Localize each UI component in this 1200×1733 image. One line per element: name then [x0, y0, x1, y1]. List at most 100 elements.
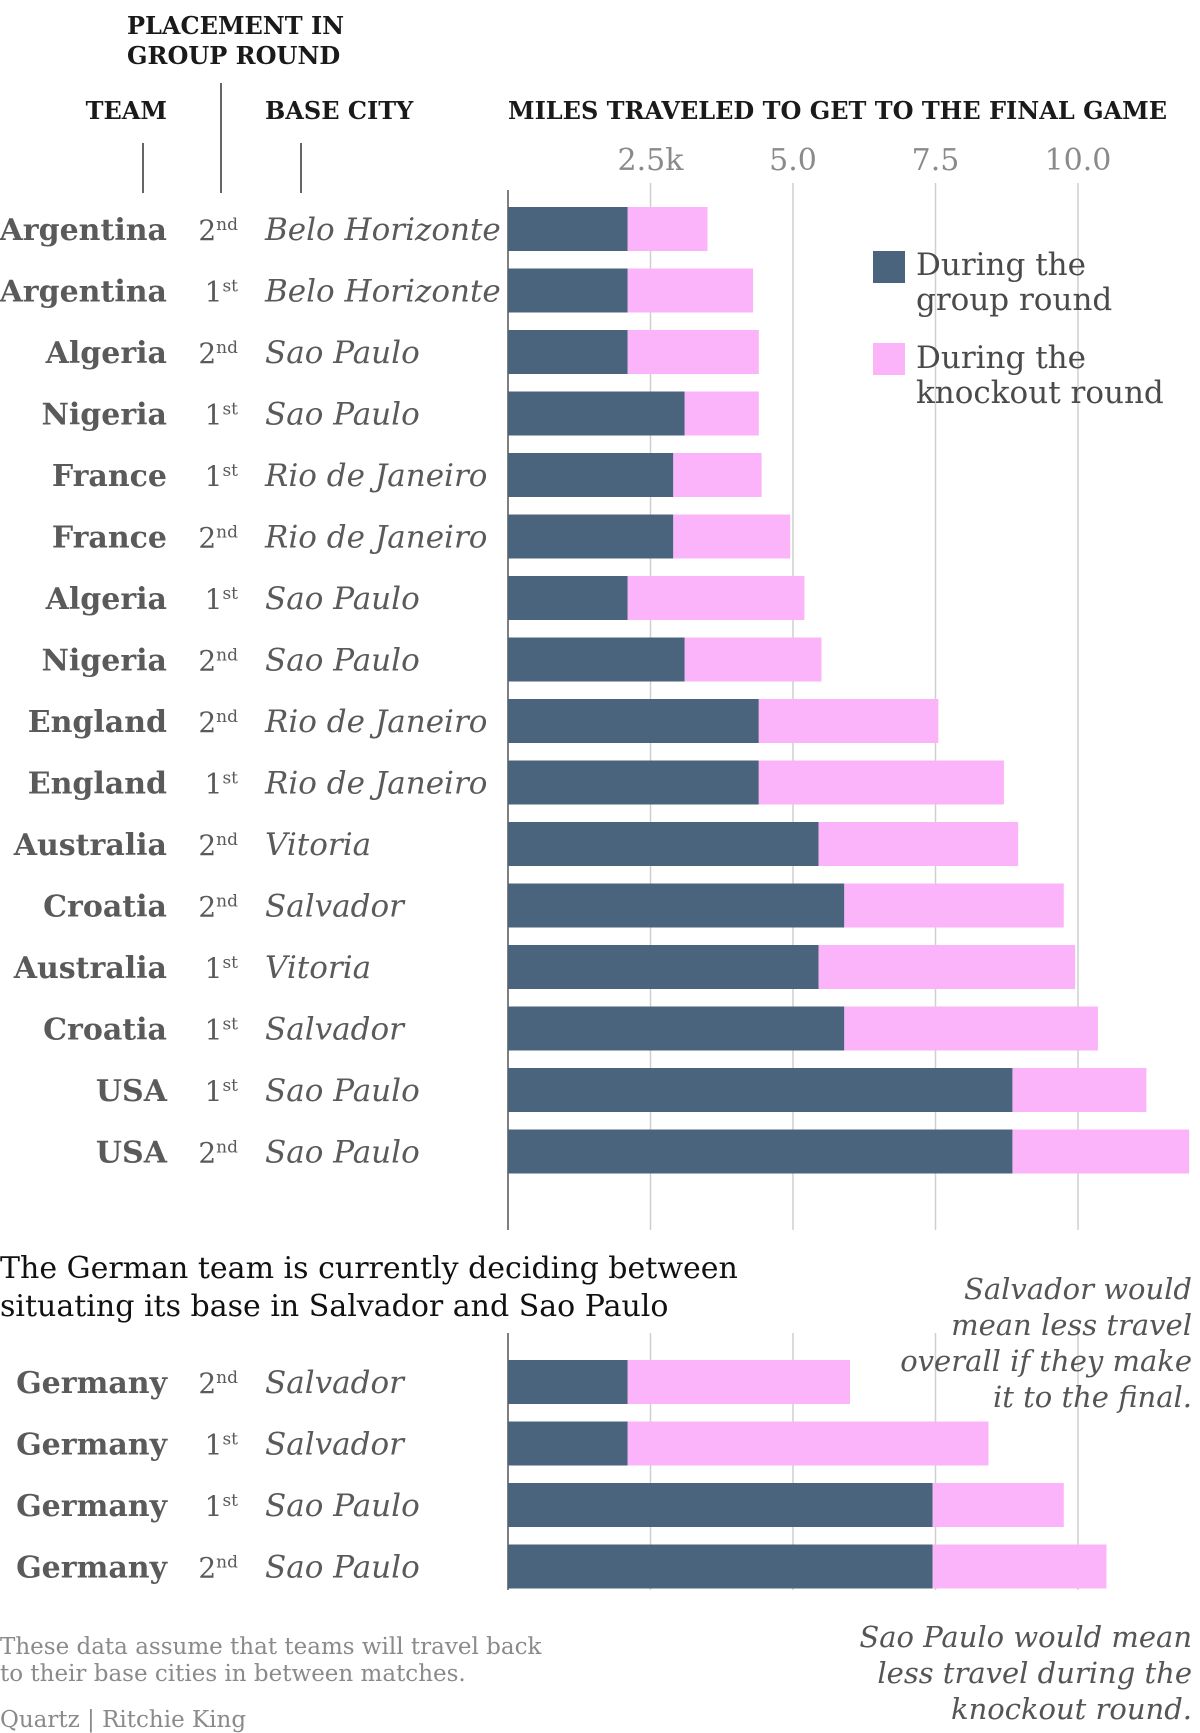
bar-group-round	[508, 1544, 933, 1589]
row-team-label: England	[28, 767, 167, 802]
bar-knockout-round	[627, 268, 754, 313]
row-placement-suffix: st	[222, 1430, 238, 1450]
row-city-label: Salvador	[265, 1427, 406, 1463]
row-city-label: Belo Horizonte	[264, 274, 501, 310]
bar-knockout-round	[673, 514, 791, 559]
row-placement-suffix: nd	[216, 707, 238, 727]
legend-group-line1: During the	[916, 247, 1086, 283]
bar-group-round	[508, 1129, 1013, 1174]
row-team-label: Algeria	[45, 336, 167, 371]
bar-group-round	[508, 576, 628, 620]
bar-group-round	[508, 945, 819, 989]
bar-knockout-round	[844, 883, 1064, 928]
bar-knockout-round	[932, 1483, 1064, 1527]
legend-knockout-swatch	[873, 343, 905, 375]
bar-knockout-round	[818, 945, 1076, 989]
credit: Quartz | Ritchie King	[0, 1707, 246, 1733]
row-team-label: Argentina	[0, 275, 167, 310]
row-placement-suffix: nd	[216, 892, 238, 912]
row-placement-suffix: st	[222, 584, 238, 604]
bar-knockout-round	[627, 1360, 850, 1404]
salvador-note-line2: mean less travel	[951, 1308, 1192, 1342]
row-placement-label: 1st	[205, 460, 239, 493]
bar-knockout-round	[684, 391, 759, 436]
salvador-note-line1: Salvador would	[964, 1272, 1192, 1306]
row-placement-suffix: nd	[216, 338, 238, 358]
row-placement-number: 1	[205, 1429, 223, 1462]
row-placement-number: 2	[198, 706, 216, 739]
row-placement-label: 1st	[205, 1014, 239, 1047]
header-miles: MILES TRAVELED TO GET TO THE FINAL GAME	[508, 96, 1167, 125]
bar-group-round	[508, 1483, 933, 1527]
row-placement-number: 2	[198, 829, 216, 862]
salvador-note-line3: overall if they make	[900, 1344, 1192, 1378]
row-city-label: Sao Paulo	[265, 1073, 420, 1109]
row-team-label: Germany	[16, 1551, 169, 1586]
header-placement-line2: GROUP ROUND	[127, 41, 340, 70]
row-placement-suffix: nd	[216, 1368, 238, 1388]
row-placement-label: 2nd	[198, 214, 238, 247]
row-placement-number: 1	[205, 1075, 223, 1108]
legend-group-swatch	[873, 251, 905, 283]
row-placement-label: 2nd	[198, 1137, 238, 1170]
header-team: TEAM	[86, 96, 167, 125]
bar-knockout-round	[844, 1006, 1098, 1051]
legend: During the group round During the knocko…	[873, 247, 1164, 411]
row-placement-number: 2	[198, 522, 216, 555]
row-placement-suffix: st	[222, 769, 238, 789]
row-city-label: Sao Paulo	[265, 581, 420, 617]
bar-group-round	[508, 760, 759, 805]
row-placement-suffix: st	[222, 461, 238, 481]
bar-knockout-round	[1012, 1068, 1147, 1112]
bar-group-round	[508, 391, 685, 436]
bar-knockout-round	[673, 453, 762, 497]
row-placement-suffix: st	[222, 1491, 238, 1511]
row-placement-label: 1st	[205, 1490, 239, 1523]
bars	[508, 207, 1190, 1589]
row-placement-number: 1	[205, 460, 223, 493]
saopaulo-note: Sao Paulo would mean less travel during …	[859, 1620, 1192, 1726]
row-placement-label: 2nd	[198, 645, 238, 678]
x-tick-label: 7.5	[912, 143, 960, 178]
row-team-label: Germany	[16, 1428, 169, 1463]
row-placement-suffix: nd	[216, 1553, 238, 1573]
row-placement-label: 1st	[205, 399, 239, 432]
row-team-label: France	[52, 459, 167, 494]
bar-knockout-round	[818, 822, 1019, 866]
row-placement-label: 2nd	[198, 1552, 238, 1585]
bar-group-round	[508, 1006, 845, 1051]
row-team-label: Australia	[13, 828, 167, 863]
row-placement-label: 2nd	[198, 829, 238, 862]
row-placement-suffix: nd	[216, 646, 238, 666]
row-city-label: Rio de Janeiro	[264, 520, 487, 556]
row-placement-number: 2	[198, 891, 216, 924]
bar-group-round	[508, 883, 845, 928]
row-placement-number: 1	[205, 1490, 223, 1523]
salvador-note: Salvador would mean less travel overall …	[900, 1272, 1192, 1414]
row-placement-label: 2nd	[198, 337, 238, 370]
row-city-label: Vitoria	[265, 827, 371, 863]
row-placement-number: 2	[198, 337, 216, 370]
row-city-label: Vitoria	[265, 950, 371, 986]
row-team-label: USA	[96, 1074, 168, 1109]
row-city-label: Sao Paulo	[265, 1550, 420, 1586]
bar-knockout-round	[758, 699, 939, 743]
row-placement-number: 1	[205, 952, 223, 985]
row-city-label: Rio de Janeiro	[264, 704, 487, 740]
x-tick-label: 5.0	[769, 143, 817, 178]
row-team-label: Germany	[16, 1366, 169, 1401]
row-team-label: Nigeria	[41, 644, 167, 679]
row-city-label: Rio de Janeiro	[264, 766, 487, 802]
row-placement-label: 2nd	[198, 1367, 238, 1400]
row-placement-number: 2	[198, 1367, 216, 1400]
row-placement-label: 1st	[205, 276, 239, 309]
row-placement-number: 2	[198, 1552, 216, 1585]
row-placement-number: 1	[205, 276, 223, 309]
x-axis-ticks: 2.5k 5.0 7.5 10.0	[618, 143, 1112, 178]
row-placement-label: 1st	[205, 583, 239, 616]
bar-group-round	[508, 699, 759, 743]
row-placement-suffix: st	[222, 1015, 238, 1035]
footnote-line2: to their base cities in between matches.	[0, 1661, 466, 1687]
row-team-label: England	[28, 705, 167, 740]
row-city-label: Salvador	[265, 1012, 406, 1048]
